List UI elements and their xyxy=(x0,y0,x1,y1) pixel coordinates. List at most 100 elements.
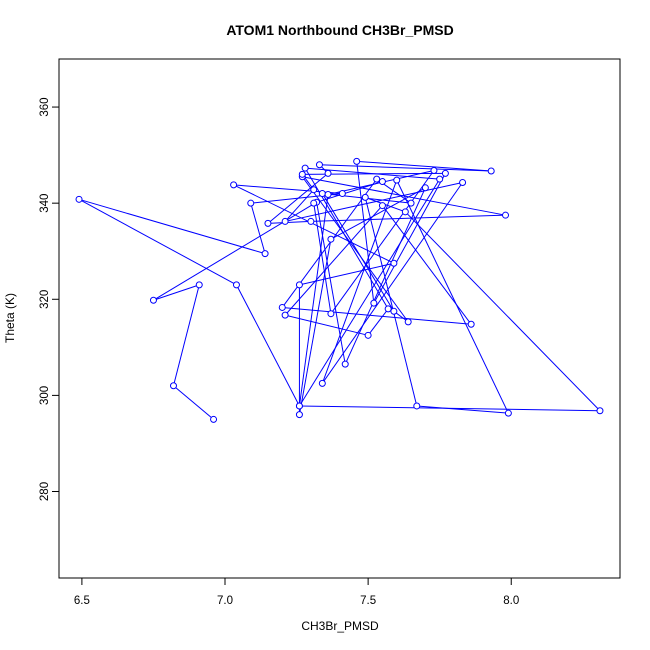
series-line-segment xyxy=(356,160,492,172)
series-line-segment xyxy=(404,211,601,412)
plot-area xyxy=(58,58,621,579)
data-point xyxy=(401,208,409,216)
data-point xyxy=(393,176,401,184)
chart-title: ATOM1 Northbound CH3Br_PMSD xyxy=(226,22,453,38)
data-point xyxy=(361,193,369,201)
series-line-segment xyxy=(364,197,418,407)
data-point xyxy=(264,219,272,227)
y-tick-label: 340 xyxy=(39,194,51,213)
series-line-segment xyxy=(173,284,200,386)
data-point xyxy=(459,179,467,187)
series-line-segment xyxy=(321,182,463,384)
series-line-segment xyxy=(299,178,441,407)
y-tick-label: 300 xyxy=(39,386,51,405)
series-line-segment xyxy=(356,161,375,304)
series-line-segment xyxy=(282,306,472,325)
series-line-segment xyxy=(284,189,315,222)
x-tick-label: 7.0 xyxy=(217,595,233,607)
data-point xyxy=(441,169,449,177)
series-line-segment xyxy=(78,198,237,286)
x-axis-label: CH3Br_PMSD xyxy=(301,619,379,633)
data-point xyxy=(364,331,372,339)
series-line-segment xyxy=(153,201,317,301)
data-point xyxy=(298,170,306,178)
data-point xyxy=(318,379,326,387)
data-point xyxy=(169,382,177,390)
series-line-segment xyxy=(304,167,389,310)
data-point xyxy=(327,310,335,318)
data-point xyxy=(295,411,303,419)
data-point xyxy=(338,190,346,198)
data-point xyxy=(378,178,386,186)
x-axis: 6.5 7.0 7.5 8.0 xyxy=(74,578,519,607)
data-point xyxy=(195,281,203,289)
data-point xyxy=(436,175,444,183)
y-axis: 280 300 320 340 360 xyxy=(39,97,59,501)
data-point xyxy=(310,199,318,207)
data-point xyxy=(487,167,495,175)
data-point xyxy=(75,195,83,203)
data-point xyxy=(230,181,238,189)
data-point xyxy=(390,307,398,315)
series-line-segment xyxy=(321,179,398,384)
data-point xyxy=(502,211,510,219)
data-point xyxy=(301,164,309,172)
data-point xyxy=(278,303,286,311)
series-line-segment xyxy=(301,176,409,323)
series-line-segment xyxy=(284,314,369,336)
data-point xyxy=(504,409,512,417)
data-point xyxy=(149,296,157,304)
y-tick-label: 280 xyxy=(39,482,51,501)
data-point xyxy=(596,407,604,415)
series-line-segment xyxy=(267,172,329,224)
data-point xyxy=(315,161,323,169)
data-point xyxy=(310,186,318,194)
series-line-segment xyxy=(153,284,200,301)
data-point xyxy=(327,235,335,243)
series-line-segment xyxy=(373,173,446,304)
y-tick-label: 320 xyxy=(39,290,51,309)
data-point xyxy=(467,320,475,328)
data-point xyxy=(404,318,412,326)
series-line-segment xyxy=(78,198,266,255)
x-tick-label: 8.0 xyxy=(503,595,519,607)
data-point xyxy=(247,199,255,207)
data-point xyxy=(295,402,303,410)
y-axis-label: Theta (K) xyxy=(3,293,17,343)
data-point xyxy=(430,166,438,174)
series-line-segment xyxy=(250,203,266,254)
data-point xyxy=(370,299,378,307)
x-tick-label: 6.5 xyxy=(74,595,90,607)
data-point xyxy=(232,281,240,289)
data-point xyxy=(421,184,429,192)
series-line-segment xyxy=(396,179,509,414)
data-point xyxy=(413,402,421,410)
data-point xyxy=(373,175,381,183)
data-point xyxy=(295,281,303,289)
series-line-segment xyxy=(285,182,463,222)
series-line-segment xyxy=(302,172,446,175)
series-line-segment xyxy=(316,202,346,365)
y-tick-label: 360 xyxy=(39,97,51,116)
data-point xyxy=(390,259,398,267)
x-tick-label: 7.5 xyxy=(360,595,376,607)
series-line-segment xyxy=(299,405,600,412)
series-line-segment xyxy=(298,194,329,407)
plot-frame xyxy=(58,58,621,579)
data-point xyxy=(384,305,392,313)
data-point xyxy=(281,311,289,319)
data-point xyxy=(210,415,218,423)
data-point xyxy=(324,191,332,199)
data-point xyxy=(307,217,315,225)
series-line-segment xyxy=(236,284,300,407)
data-point xyxy=(407,199,415,207)
series-line-segment xyxy=(310,214,506,222)
series-line-segment xyxy=(313,181,383,204)
series-line-segment xyxy=(173,385,214,420)
series-line-segment xyxy=(319,164,492,172)
series-line-segment xyxy=(330,187,426,240)
series-line-segment xyxy=(367,308,389,336)
data-point xyxy=(353,157,361,165)
data-point xyxy=(378,202,386,210)
